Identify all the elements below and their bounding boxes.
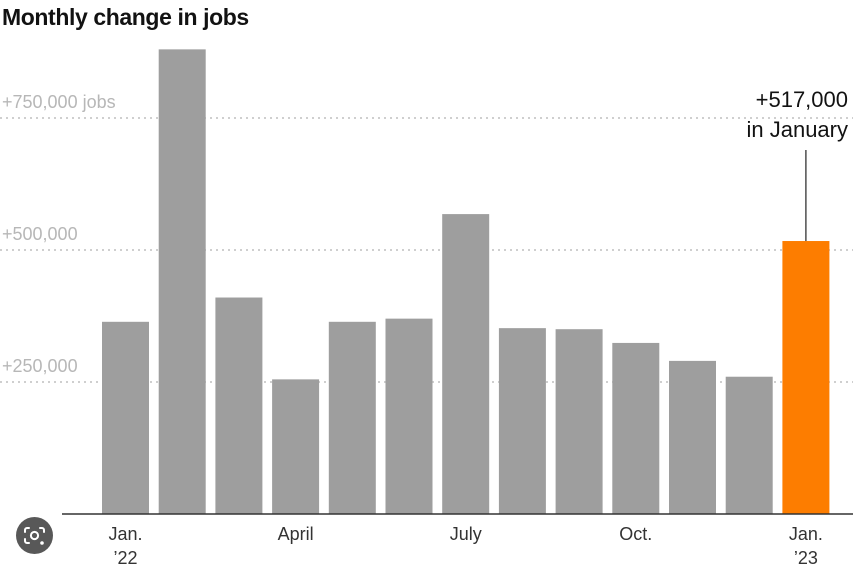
lens-glyph-icon [24, 527, 45, 545]
x-tick-label: July [450, 524, 482, 544]
x-tick-label: Jan. [108, 524, 142, 544]
bar [669, 360, 716, 514]
bar [272, 379, 320, 514]
y-tick-label: +250,000 [2, 356, 78, 376]
annotation: +517,000 in January [746, 87, 848, 242]
annotation-value: +517,000 [756, 87, 848, 112]
bar [158, 49, 206, 515]
x-tick-label: Oct. [619, 524, 652, 544]
x-tick-label-year: ’22 [113, 548, 137, 568]
bar [215, 297, 263, 514]
bar [612, 342, 660, 514]
x-tick-label: Jan. [789, 524, 823, 544]
bar [725, 376, 773, 514]
bar [102, 321, 149, 514]
google-lens-icon[interactable] [16, 517, 53, 554]
x-tick-labels: Jan. ’22 April July Oct. Jan. ’23 [108, 524, 822, 568]
chart-title: Monthly change in jobs [2, 4, 249, 30]
bar [498, 328, 546, 514]
annotation-label: in January [746, 117, 848, 142]
x-tick-label: April [278, 524, 314, 544]
y-tick-label: +750,000 jobs [2, 92, 116, 112]
x-tick-label-year: ’23 [794, 548, 818, 568]
y-tick-label: +500,000 [2, 224, 78, 244]
y-tick-labels: +250,000 +500,000 +750,000 jobs [2, 92, 116, 376]
bar [385, 318, 433, 514]
bar [328, 321, 376, 514]
bar [442, 214, 490, 514]
bars [102, 49, 830, 515]
bar [782, 241, 830, 515]
bar [555, 329, 603, 514]
